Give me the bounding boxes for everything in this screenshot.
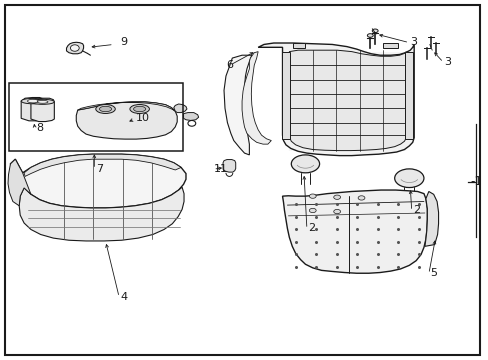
Polygon shape	[383, 43, 397, 48]
Text: 8: 8	[36, 123, 43, 133]
Polygon shape	[242, 51, 271, 144]
Ellipse shape	[21, 98, 44, 104]
Ellipse shape	[366, 34, 372, 37]
Polygon shape	[31, 98, 54, 122]
Ellipse shape	[309, 208, 316, 213]
Ellipse shape	[309, 194, 316, 198]
Text: 4: 4	[120, 292, 127, 302]
Text: 9: 9	[120, 37, 127, 47]
Polygon shape	[24, 154, 181, 176]
Polygon shape	[78, 102, 175, 111]
Polygon shape	[405, 51, 412, 139]
Polygon shape	[8, 159, 31, 206]
Text: 7: 7	[96, 164, 102, 174]
Polygon shape	[10, 154, 185, 208]
Polygon shape	[224, 55, 251, 155]
Polygon shape	[19, 187, 183, 241]
Polygon shape	[282, 190, 427, 273]
Polygon shape	[424, 192, 438, 246]
Text: -1: -1	[469, 175, 481, 188]
Polygon shape	[21, 98, 44, 121]
Ellipse shape	[333, 210, 340, 214]
Ellipse shape	[96, 104, 115, 113]
Text: 2: 2	[412, 206, 419, 216]
Ellipse shape	[99, 106, 111, 112]
Ellipse shape	[133, 106, 145, 112]
Ellipse shape	[333, 195, 340, 199]
Polygon shape	[258, 43, 413, 156]
Polygon shape	[282, 51, 289, 139]
Ellipse shape	[394, 169, 423, 188]
Text: 5: 5	[429, 268, 436, 278]
Ellipse shape	[357, 196, 364, 200]
Bar	[9, 83, 182, 151]
Ellipse shape	[291, 155, 319, 173]
Text: 6: 6	[225, 60, 232, 70]
Ellipse shape	[31, 99, 54, 104]
Text: 10: 10	[136, 113, 150, 123]
Text: 2: 2	[307, 224, 314, 233]
Polygon shape	[173, 104, 186, 113]
Polygon shape	[76, 102, 177, 139]
Polygon shape	[183, 113, 198, 121]
Text: 3: 3	[444, 57, 450, 67]
Ellipse shape	[37, 100, 48, 103]
Polygon shape	[66, 42, 83, 54]
Text: 11: 11	[214, 164, 228, 174]
Ellipse shape	[130, 104, 149, 113]
Ellipse shape	[371, 29, 377, 33]
Ellipse shape	[70, 45, 79, 51]
Text: 3: 3	[409, 37, 416, 47]
Polygon shape	[293, 43, 305, 48]
Polygon shape	[289, 50, 406, 150]
Ellipse shape	[27, 99, 38, 103]
Polygon shape	[223, 159, 235, 172]
